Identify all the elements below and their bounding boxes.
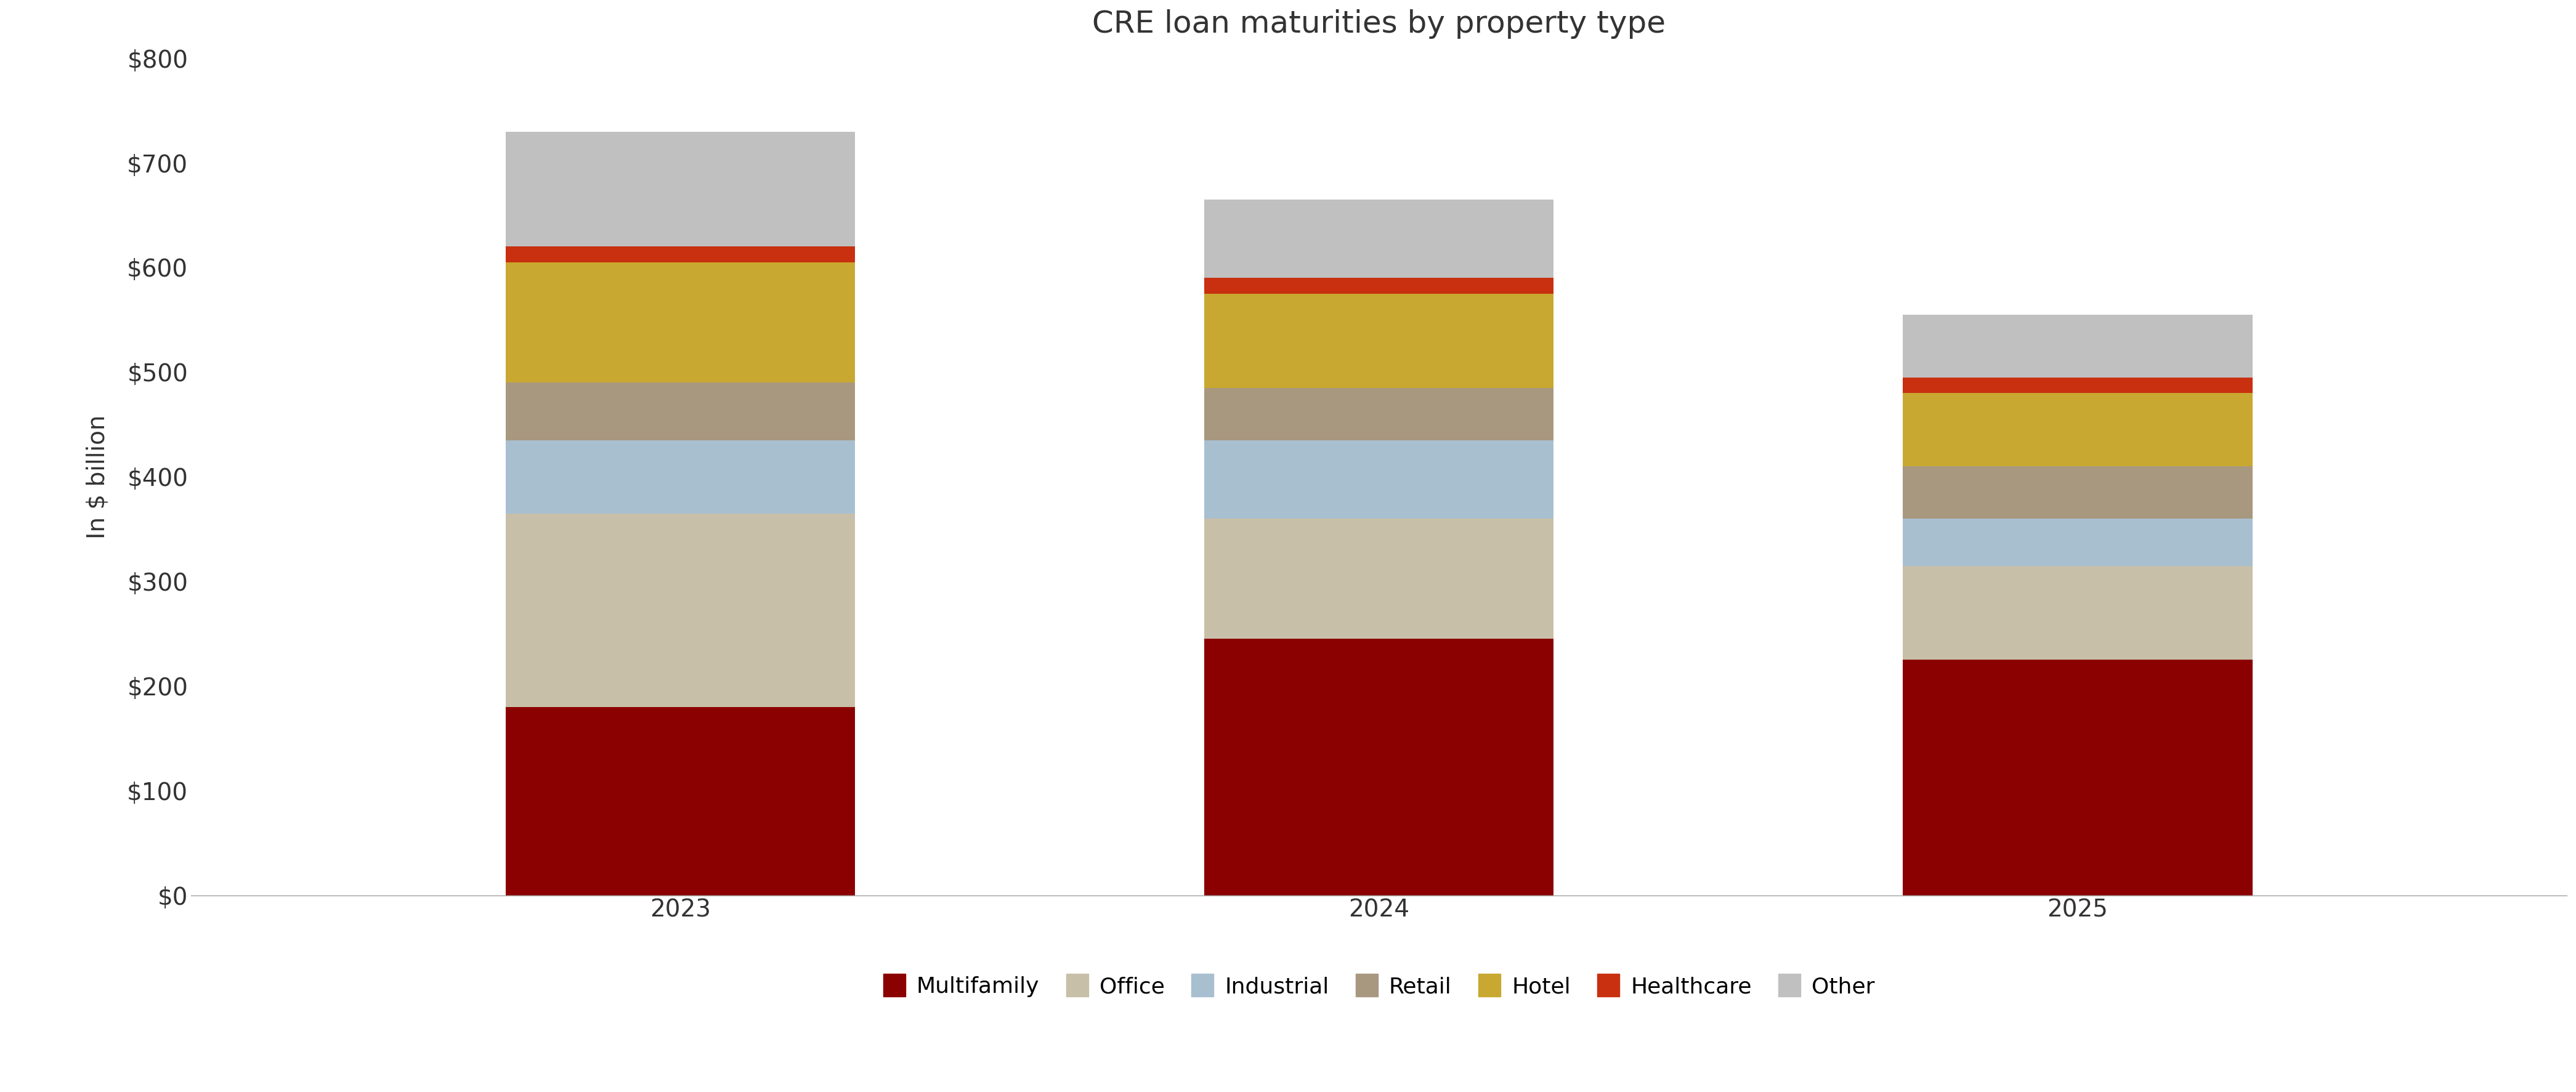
Bar	[1203, 440, 1553, 519]
Bar	[1203, 278, 1553, 294]
Y-axis label: In $ billion: In $ billion	[88, 415, 111, 538]
Bar	[1904, 519, 2251, 566]
Bar	[1203, 200, 1553, 278]
Bar	[1904, 660, 2251, 895]
Bar	[505, 247, 855, 262]
Bar	[1904, 314, 2251, 378]
Bar	[1904, 393, 2251, 466]
Bar	[1203, 519, 1553, 639]
Bar	[1203, 388, 1553, 440]
Title: CRE loan maturities by property type: CRE loan maturities by property type	[1092, 9, 1667, 39]
Bar	[1904, 466, 2251, 519]
Bar	[1904, 378, 2251, 393]
Legend: Multifamily, Office, Industrial, Retail, Hotel, Healthcare, Other: Multifamily, Office, Industrial, Retail,…	[873, 965, 1883, 1006]
Bar	[505, 440, 855, 513]
Bar	[505, 262, 855, 382]
Bar	[1203, 294, 1553, 388]
Bar	[1904, 566, 2251, 660]
Bar	[505, 707, 855, 895]
Bar	[505, 382, 855, 440]
Bar	[505, 131, 855, 247]
Bar	[505, 513, 855, 707]
Bar	[1203, 639, 1553, 895]
